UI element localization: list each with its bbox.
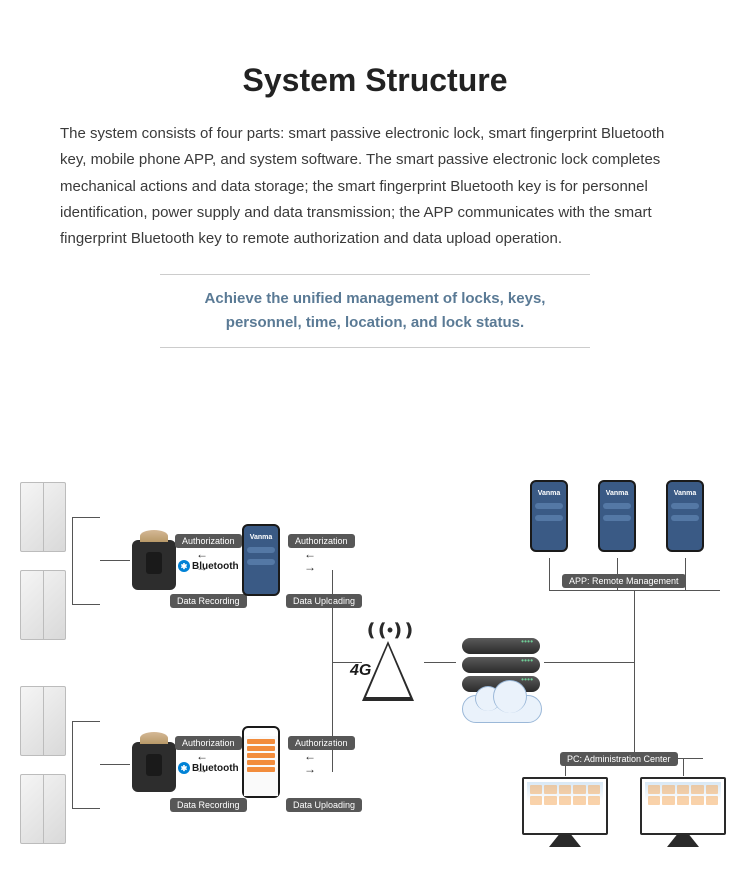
phone-brand: Vanma xyxy=(674,490,697,497)
arrows-icon: ←→ xyxy=(196,548,208,573)
connector-line xyxy=(72,517,100,605)
tower-icon: ❪❪ • ❫❫ 4G xyxy=(362,620,414,701)
arrows-icon: ←→ xyxy=(304,548,316,573)
app-remote-label: APP: Remote Management xyxy=(562,574,686,588)
cabinet-icon xyxy=(20,774,66,844)
description-text: The system consists of four parts: smart… xyxy=(60,121,690,252)
cabinet-icon xyxy=(20,686,66,756)
connector-line xyxy=(332,662,333,772)
page-title: System Structure xyxy=(0,62,750,99)
phone-icon: Vanma xyxy=(598,480,636,552)
connector-line xyxy=(100,764,130,765)
tower-label: 4G xyxy=(350,662,371,680)
cabinet-icon xyxy=(20,482,66,552)
connector-line xyxy=(72,721,100,809)
authorization-label: Authorization xyxy=(175,534,242,548)
bluetooth-icon: ✱ xyxy=(178,762,190,774)
bluetooth-label: ✱ Bluetooth xyxy=(178,762,239,774)
tagline-box: Achieve the unified management of locks,… xyxy=(160,274,590,348)
phone-icon: Vanma xyxy=(530,480,568,552)
connector-line xyxy=(544,662,634,663)
tagline-line2: personnel, time, location, and lock stat… xyxy=(160,311,590,335)
phone-brand: Vanma xyxy=(538,490,561,497)
smart-key-icon xyxy=(132,742,176,792)
authorization-label: Authorization xyxy=(288,736,355,750)
phone-icon xyxy=(242,726,280,798)
bluetooth-icon: ✱ xyxy=(178,560,190,572)
tagline-line1: Achieve the unified management of locks,… xyxy=(160,287,590,311)
connector-line xyxy=(719,590,720,591)
data-uploading-label: Data Uploading xyxy=(286,798,362,812)
phone-icon: Vanma xyxy=(666,480,704,552)
connector-line xyxy=(100,560,130,561)
arrows-icon: ←→ xyxy=(196,750,208,775)
arrows-icon: ←→ xyxy=(304,750,316,775)
cabinet-icon xyxy=(20,570,66,640)
bluetooth-label: ✱ Bluetooth xyxy=(178,560,239,572)
cloud-icon xyxy=(462,695,542,723)
phone-brand: Vanma xyxy=(250,534,273,541)
phone-brand: Vanma xyxy=(606,490,629,497)
connector-line xyxy=(332,570,333,662)
authorization-label: Authorization xyxy=(175,736,242,750)
phone-icon: Vanma xyxy=(242,524,280,596)
connector-line xyxy=(424,662,456,663)
connector-line xyxy=(634,590,635,758)
connector-line xyxy=(549,590,719,591)
data-uploading-label: Data Uploading xyxy=(286,594,362,608)
smart-key-icon xyxy=(132,540,176,590)
monitor-icon xyxy=(522,777,608,835)
pc-admin-label: PC: Administration Center xyxy=(560,752,678,766)
authorization-label: Authorization xyxy=(288,534,355,548)
connector-line xyxy=(549,558,550,590)
monitor-icon xyxy=(640,777,726,835)
data-recording-label: Data Recording xyxy=(170,798,247,812)
system-diagram: ✱ Bluetooth Authorization Data Recording… xyxy=(0,462,750,862)
connector-line xyxy=(683,758,684,776)
server-icon xyxy=(462,638,542,723)
data-recording-label: Data Recording xyxy=(170,594,247,608)
